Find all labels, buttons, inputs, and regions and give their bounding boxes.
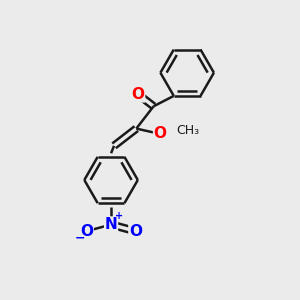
Text: O: O (154, 126, 166, 141)
Text: O: O (80, 224, 93, 238)
Text: N: N (105, 217, 117, 232)
Text: O: O (132, 87, 145, 102)
Text: +: + (115, 211, 123, 221)
Text: O: O (129, 224, 142, 238)
Text: CH₃: CH₃ (176, 124, 200, 137)
Text: −: − (75, 231, 86, 244)
